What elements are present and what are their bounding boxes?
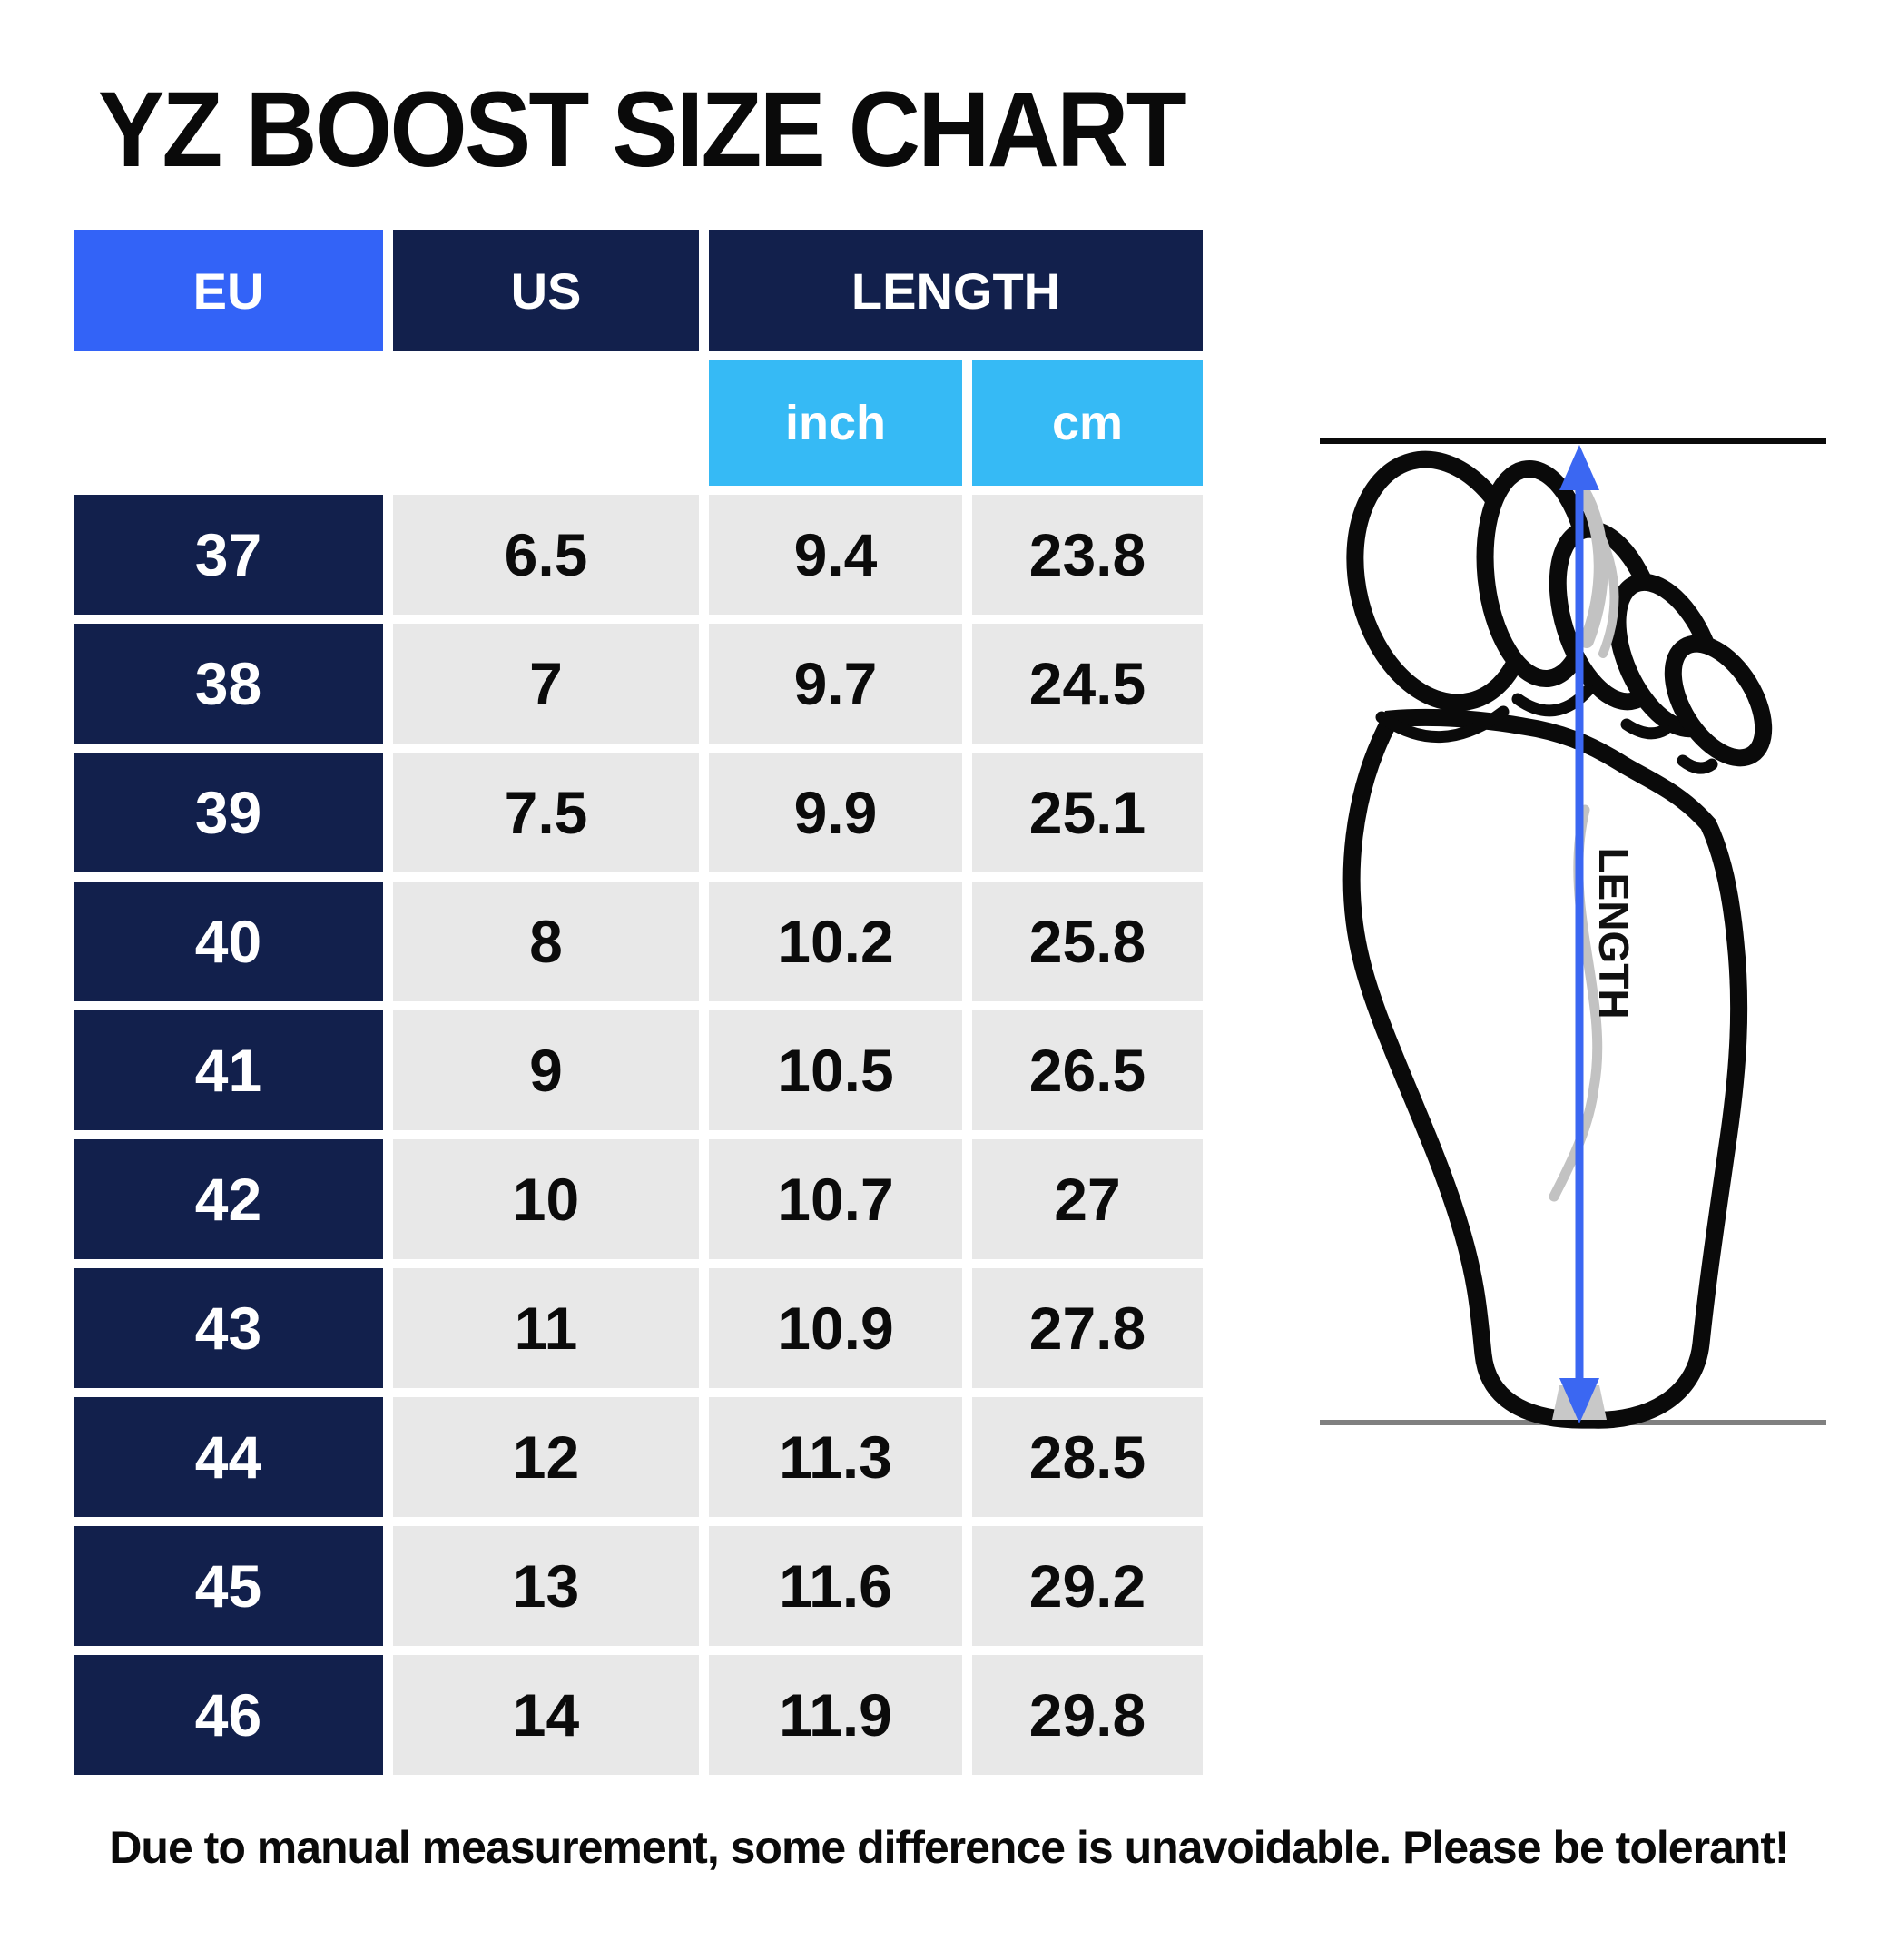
inch-length-cell: 10.5 [709, 1010, 962, 1130]
cm-length-cell: 23.8 [972, 495, 1203, 615]
us-size-cell: 7 [393, 624, 699, 744]
cm-length-cell: 28.5 [972, 1397, 1203, 1517]
us-size-cell: 9 [393, 1010, 699, 1130]
eu-size-cell: 38 [74, 624, 383, 744]
eu-size-cell: 39 [74, 753, 383, 872]
eu-size-cell: 37 [74, 495, 383, 615]
eu-size-cell: 46 [74, 1655, 383, 1775]
cm-length-cell: 27.8 [972, 1268, 1203, 1388]
measure-top-line [1320, 438, 1826, 444]
inch-length-cell: 10.7 [709, 1139, 962, 1259]
length-axis-label: LENGTH [1590, 847, 1637, 1019]
us-size-cell: 13 [393, 1526, 699, 1646]
inch-length-cell: 9.9 [709, 753, 962, 872]
column-header-eu: EU [74, 230, 383, 351]
inch-length-cell: 9.4 [709, 495, 962, 615]
eu-size-cell: 44 [74, 1397, 383, 1517]
inch-length-cell: 10.9 [709, 1268, 962, 1388]
cm-length-cell: 24.5 [972, 624, 1203, 744]
little-toe [1664, 635, 1773, 767]
column-header-inch: inch [709, 360, 962, 486]
column-header-cm: cm [972, 360, 1203, 486]
cm-length-cell: 25.1 [972, 753, 1203, 872]
sole-creases [1375, 684, 1718, 774]
eu-size-cell: 42 [74, 1139, 383, 1259]
eu-size-cell: 41 [74, 1010, 383, 1130]
length-arrow [1559, 445, 1599, 1423]
us-size-cell: 7.5 [393, 753, 699, 872]
foot-outline [1342, 450, 1773, 1429]
cm-length-cell: 29.2 [972, 1526, 1203, 1646]
us-size-cell: 14 [393, 1655, 699, 1775]
eu-size-cell: 43 [74, 1268, 383, 1388]
inch-length-cell: 10.2 [709, 882, 962, 1001]
column-header-us: US [393, 230, 699, 351]
page-title: YZ BOOST SIZE CHART [98, 70, 1187, 190]
us-size-cell: 8 [393, 882, 699, 1001]
foot-measurement-diagram: LENGTH [1320, 438, 1826, 1429]
us-size-cell: 10 [393, 1139, 699, 1259]
us-size-cell: 6.5 [393, 495, 699, 615]
column-header-length: LENGTH [709, 230, 1203, 351]
size-table: EU US LENGTH inch cm 37 6.5 9.4 23.8 38 … [74, 230, 1203, 1775]
eu-size-cell: 40 [74, 882, 383, 1001]
inch-length-cell: 9.7 [709, 624, 962, 744]
inch-length-cell: 11.9 [709, 1655, 962, 1775]
us-size-cell: 11 [393, 1268, 699, 1388]
inch-length-cell: 11.3 [709, 1397, 962, 1517]
cm-length-cell: 27 [972, 1139, 1203, 1259]
subheader-spacer [74, 360, 699, 486]
cm-length-cell: 25.8 [972, 882, 1203, 1001]
inch-length-cell: 11.6 [709, 1526, 962, 1646]
disclaimer-text: Due to manual measurement, some differen… [109, 1822, 1789, 1873]
cm-length-cell: 29.8 [972, 1655, 1203, 1775]
eu-size-cell: 45 [74, 1526, 383, 1646]
cm-length-cell: 26.5 [972, 1010, 1203, 1130]
us-size-cell: 12 [393, 1397, 699, 1517]
